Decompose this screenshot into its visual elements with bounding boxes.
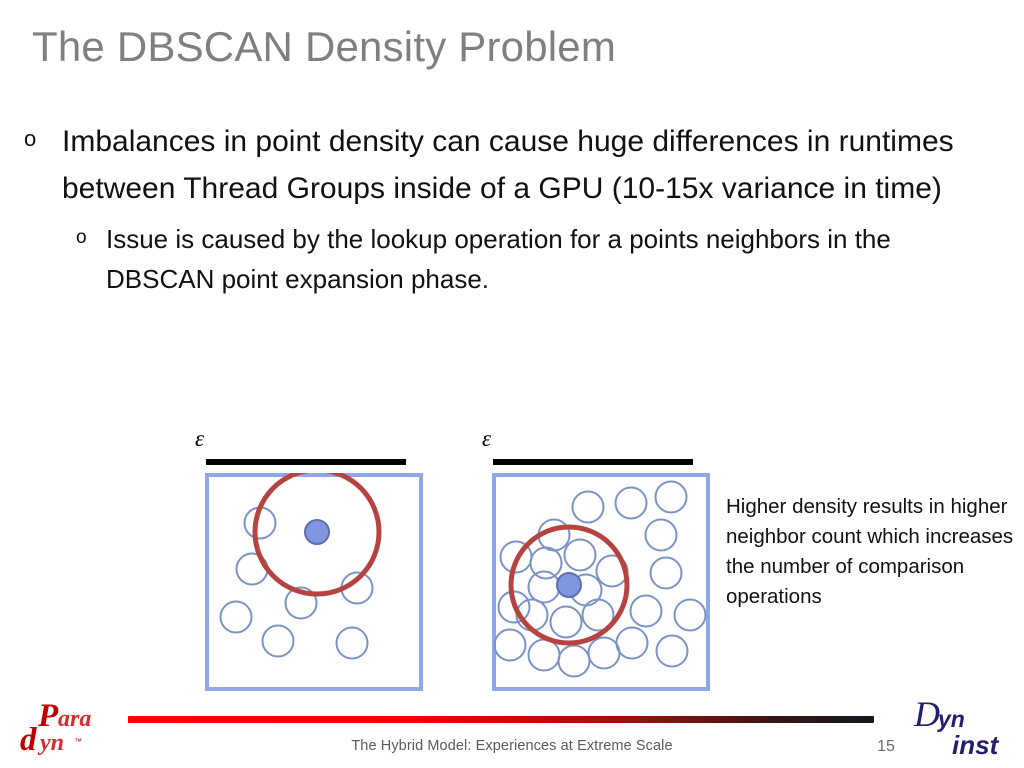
neighbor-circle (615, 626, 649, 660)
neighbor-circle (549, 605, 583, 639)
sub-bullet-marker-icon: o (76, 226, 87, 248)
paradyn-text-ara: ara (58, 706, 91, 732)
bullet-level1-text: Imbalances in point density can cause hu… (62, 125, 954, 206)
neighbor-circle (497, 590, 531, 624)
neighbor-circle (655, 634, 689, 668)
neighbor-circle (629, 594, 663, 628)
neighbor-circle (654, 480, 688, 514)
neighbor-circle (284, 586, 318, 620)
core-point (304, 519, 330, 545)
bullet-level1: o Imbalances in point density can cause … (24, 118, 1004, 213)
neighbor-circle (614, 486, 648, 520)
epsilon-bar-right (493, 459, 693, 465)
dyninst-cap-d: D (913, 694, 940, 734)
dyninst-logo: D yn inst (913, 694, 1000, 760)
neighbor-circle (673, 598, 707, 632)
footer-divider (128, 716, 874, 723)
epsilon-bar-left (206, 459, 406, 465)
diagram-caption: Higher density results in higher neighbo… (726, 495, 1014, 609)
paradyn-logo: P ara d yn ™ (20, 698, 91, 758)
bullet-level2: o Issue is caused by the lookup operatio… (76, 219, 1004, 300)
neighbor-circle (335, 626, 369, 660)
neighbor-circle (581, 598, 615, 632)
low-density-canvas (205, 473, 423, 691)
footer-subtitle: The Hybrid Model: Experiences at Extreme… (351, 738, 673, 754)
page-number: 15 (877, 738, 895, 755)
paradyn-cap-p: P (37, 698, 59, 734)
core-point (556, 572, 582, 598)
neighbor-circle (219, 600, 253, 634)
neighbor-circle (557, 644, 591, 678)
neighbor-circle (571, 490, 605, 524)
neighbor-circle (563, 538, 597, 572)
neighbor-circle (529, 546, 563, 580)
density-diagrams: ε ε (0, 415, 1024, 705)
dyninst-text-dyn: yn (937, 706, 965, 732)
neighbor-circle (261, 624, 295, 658)
high-density-canvas (492, 473, 710, 691)
epsilon-neighborhood-circle (508, 524, 630, 646)
bullet-list: o Imbalances in point density can cause … (24, 118, 1004, 300)
density-box (205, 473, 423, 691)
epsilon-neighborhood-circle (252, 473, 382, 597)
paradyn-cap-d: d (20, 722, 37, 758)
bullet-marker-icon: o (24, 126, 37, 151)
dyninst-text-inst: inst (952, 730, 1000, 760)
paradyn-text-dyn: yn (37, 730, 64, 756)
neighbor-circle (644, 518, 678, 552)
paradyn-trademark: ™ (74, 737, 82, 746)
neighbor-circle (649, 556, 683, 590)
bullet-level2-text: Issue is caused by the lookup operation … (106, 223, 891, 295)
neighbor-circle (493, 628, 527, 662)
page-title: The DBSCAN Density Problem (32, 23, 617, 70)
